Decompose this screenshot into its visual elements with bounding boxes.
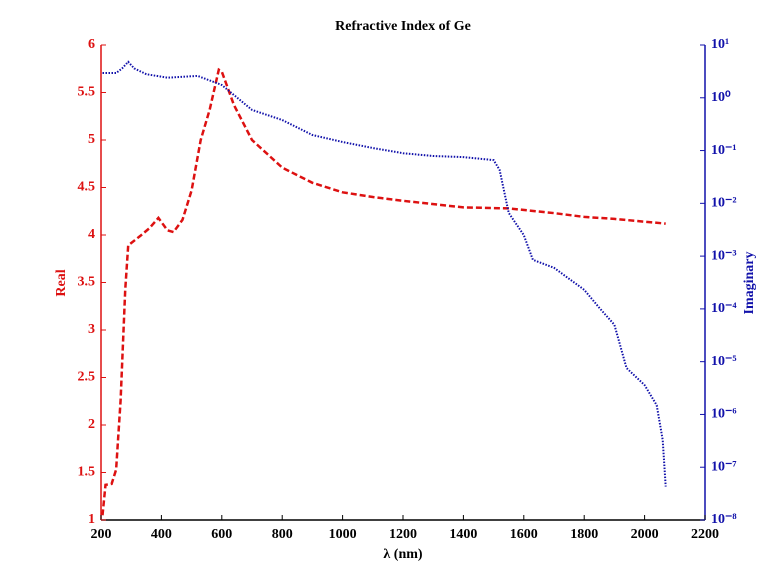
data-line bbox=[101, 67, 666, 516]
y2-tick-label: 10⁻⁵ bbox=[711, 354, 737, 369]
x-tick-label: 2000 bbox=[631, 527, 659, 542]
x-tick-label: 200 bbox=[91, 527, 112, 542]
y2-tick-label: 10⁻⁶ bbox=[711, 407, 737, 422]
y-tick-label: 2 bbox=[88, 417, 95, 432]
y-axis-label: Real bbox=[54, 269, 69, 296]
x-tick-label: 800 bbox=[272, 527, 293, 542]
y2-tick-label: 10⁻¹ bbox=[711, 143, 737, 158]
x-axis-label: λ (nm) bbox=[383, 547, 422, 562]
y-tick-label: 2.5 bbox=[78, 370, 96, 385]
y2-tick-label: 10⁰ bbox=[711, 90, 731, 105]
y2-tick-label: 10⁻⁷ bbox=[711, 459, 737, 474]
chart-title: Refractive Index of Ge bbox=[335, 19, 471, 34]
x-tick-label: 2200 bbox=[691, 527, 719, 542]
y2-tick-label: 10⁻³ bbox=[711, 248, 737, 263]
y-tick-label: 3 bbox=[88, 322, 95, 337]
x-tick-label: 1600 bbox=[510, 527, 538, 542]
y-tick-label: 4.5 bbox=[78, 180, 96, 195]
y2-tick-label: 10⁻² bbox=[711, 196, 737, 211]
y-tick-label: 6 bbox=[88, 37, 95, 52]
x-tick-label: 400 bbox=[151, 527, 172, 542]
x-tick-label: 1200 bbox=[389, 527, 417, 542]
x-tick-label: 1400 bbox=[449, 527, 477, 542]
x-tick-label: 600 bbox=[211, 527, 232, 542]
y-tick-label: 5 bbox=[88, 132, 95, 147]
x-tick-label: 1000 bbox=[329, 527, 357, 542]
y-tick-label: 1.5 bbox=[78, 465, 96, 480]
y-tick-label: 4 bbox=[88, 227, 95, 242]
x-tick-label: 1800 bbox=[570, 527, 598, 542]
y-tick-label: 3.5 bbox=[78, 275, 96, 290]
y2-tick-label: 10⁻⁸ bbox=[711, 512, 737, 527]
y2-axis-label: Imaginary bbox=[742, 252, 757, 315]
y2-tick-label: 10¹ bbox=[711, 37, 729, 52]
data-line bbox=[102, 60, 667, 487]
y-tick-label: 1 bbox=[88, 512, 95, 527]
y-tick-label: 5.5 bbox=[78, 85, 96, 100]
y2-tick-label: 10⁻⁴ bbox=[711, 301, 737, 316]
